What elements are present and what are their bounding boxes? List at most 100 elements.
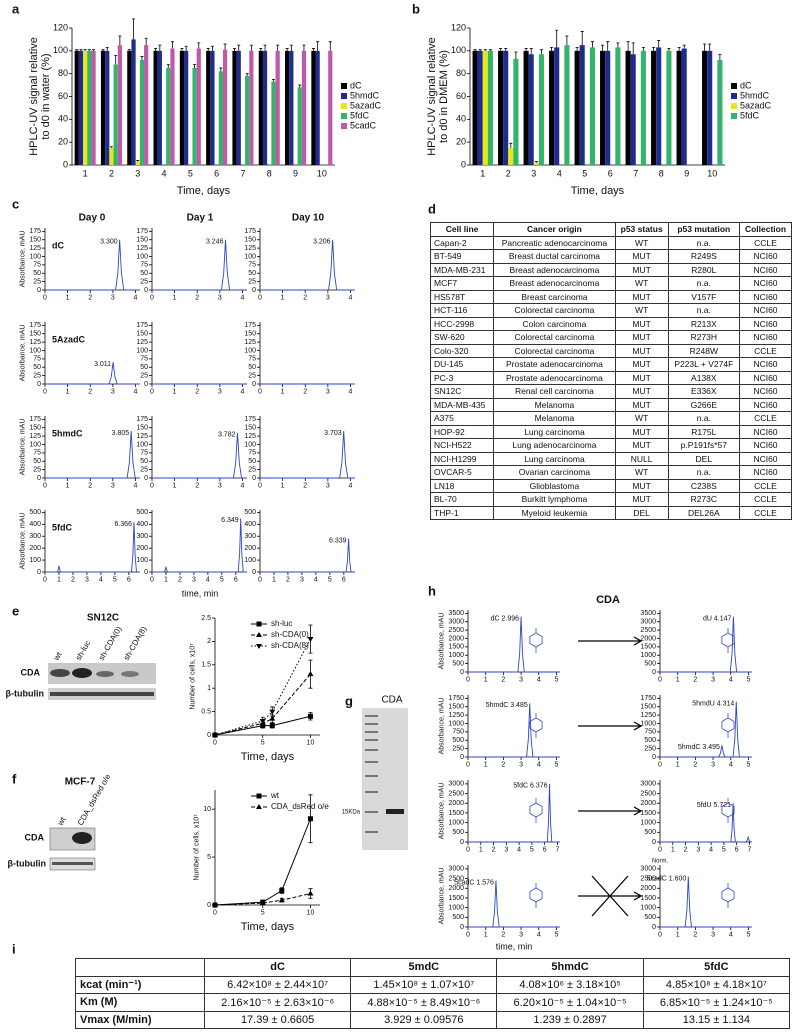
y-tick-label: 3000 (640, 619, 656, 626)
y-tick-label: 0 (460, 924, 464, 931)
series-line (45, 362, 140, 385)
x-tick-label: 0 (466, 932, 470, 939)
table-cell: 4.88×10⁻⁵ ± 8.49×10⁻⁶ (350, 993, 498, 1012)
bar (113, 64, 118, 165)
table-row: BT-549 Breast ductal carcinoma MUT R249S NCI… (429, 249, 793, 264)
peak-label: 5hmdC 3.485 (486, 702, 528, 709)
bar (206, 50, 211, 166)
y-tick-label: 20 (58, 137, 68, 147)
y-tick-label: 1250 (640, 712, 656, 719)
table-row: Capan-2 Pancreatic adenocarcinoma WT n.a. CC… (429, 235, 793, 250)
marker (256, 804, 262, 809)
series-line (660, 701, 752, 758)
x-tick-label: 2 (195, 483, 199, 490)
panel-label: f (12, 771, 17, 786)
table-cell: HS578T (429, 289, 495, 304)
x-tick-label: 7 (555, 847, 559, 854)
table-cell: NULL (614, 451, 669, 466)
bar (487, 50, 493, 166)
x-tick-label: 0 (258, 483, 262, 490)
y-tick-label: 2000 (448, 635, 464, 642)
x-tick-label: 2 (88, 295, 92, 302)
x-tick-label: 6 (234, 577, 238, 584)
y-tick-label: 1.5 (201, 662, 211, 669)
cell-line-table: Cell line Cancer origin p53 status p53 muta… (429, 222, 793, 520)
y-tick-label: 120 (53, 22, 68, 32)
series-line (468, 703, 560, 758)
error-bar (136, 160, 140, 162)
bar (615, 47, 621, 165)
marker (259, 718, 266, 724)
x-tick-label: 3 (135, 168, 140, 178)
y-tick-label: 150 (136, 237, 148, 244)
y-tick-label: 0 (652, 669, 656, 676)
y-tick-label: 150 (244, 425, 256, 432)
error-bar (626, 41, 630, 51)
panel-label: e (12, 603, 19, 618)
marker (256, 644, 262, 649)
bar (702, 50, 708, 166)
bar (315, 50, 320, 166)
y-tick-label: 150 (29, 425, 41, 432)
x-tick-label: 5 (555, 677, 559, 684)
y-tick-label: 125 (136, 245, 148, 252)
series-line (660, 803, 752, 843)
x-tick-label: 7 (633, 168, 638, 178)
y-tick-label: 150 (136, 425, 148, 432)
y-tick-label: 200 (244, 545, 256, 552)
y-tick-label: 100 (53, 45, 68, 55)
table-cell: n.a. (667, 465, 740, 480)
band (121, 671, 139, 677)
error-bar (555, 29, 559, 48)
y-tick-label: 75 (33, 356, 41, 363)
x-tick-label: 4 (729, 932, 733, 939)
table-cell: MUT (614, 424, 669, 439)
x-tick-label: 2 (501, 762, 505, 769)
y-tick-label: 25 (248, 372, 256, 379)
lane-label: sh-luc (74, 639, 92, 662)
x-tick-label: 6 (214, 168, 219, 178)
bar (184, 50, 189, 166)
x-tick-label: 0 (43, 295, 47, 302)
panel-title: CDA (596, 594, 620, 606)
table-cell: MUT (614, 262, 669, 277)
x-tick-label: 2 (88, 483, 92, 490)
error-bar (641, 47, 645, 51)
x-tick-label: 3 (326, 483, 330, 490)
error-bar (631, 42, 635, 55)
x-tick-label: 0 (150, 483, 154, 490)
x-tick-label: 3 (711, 932, 715, 939)
y-tick-label: 100 (244, 253, 256, 260)
y-tick-label: 25 (33, 466, 41, 473)
bar (666, 50, 672, 166)
x-tick-label: 4 (241, 483, 245, 490)
table-cell: Burkitt lymphoma (493, 492, 616, 507)
bar (472, 50, 478, 166)
y-tick-label: 0 (652, 839, 656, 846)
table-cell: R249S (667, 249, 740, 264)
table-cell: NCI60 (738, 424, 793, 439)
marker (278, 897, 285, 903)
x-tick-label: 6 (735, 847, 739, 854)
header-cell: Collection (738, 222, 793, 237)
x-tick-label: 4 (349, 389, 353, 396)
series-line (214, 818, 311, 906)
x-tick-label: 2 (501, 932, 505, 939)
y-tick-label: 500 (644, 737, 656, 744)
table-cell: Colo-320 (429, 343, 495, 358)
legend-swatch (341, 93, 347, 99)
y-tick-label: 1 (207, 685, 211, 692)
row-label: kcat (min⁻¹) (75, 975, 205, 994)
bar (232, 50, 237, 166)
bar (717, 59, 723, 165)
table-cell: Breast ductal carcinoma (493, 249, 616, 264)
error-bar (249, 44, 253, 51)
y-tick-label: 25 (140, 466, 148, 473)
peak-label: 5cadC 1.576 (454, 879, 494, 886)
error-bar (708, 43, 712, 51)
table-cell: Glioblastoma (493, 478, 616, 493)
y-tick-label: 175 (29, 228, 41, 235)
y-tick-label: 2 (207, 638, 211, 645)
row-label: 5AzadC (52, 334, 86, 344)
y-tick-label: 1500 (640, 644, 656, 651)
